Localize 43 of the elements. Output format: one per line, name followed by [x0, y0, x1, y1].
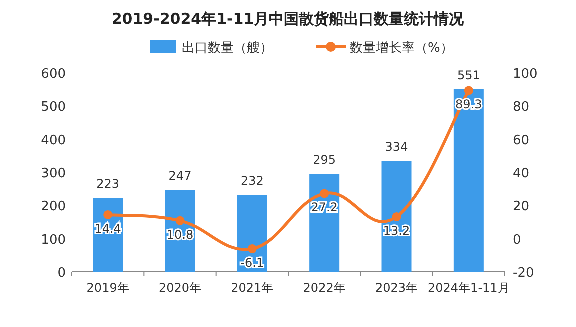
chart-title: 2019-2024年1-11月中国散货船出口数量统计情况: [112, 10, 466, 28]
point: [248, 244, 257, 254]
bar: [310, 174, 340, 272]
x-tick-label: 2019年: [86, 281, 130, 295]
data-label: 232: [240, 174, 264, 188]
y-tick-label: 300: [41, 166, 66, 182]
x-tick-label: 2020年: [158, 281, 202, 295]
y2-tick-label: 100: [513, 67, 538, 82]
point: [104, 210, 113, 220]
point: [176, 216, 185, 226]
y-tick-label: 500: [41, 100, 66, 116]
x-tick-label: 2024年1-11月: [428, 281, 510, 295]
data-label: 334: [385, 140, 408, 154]
data-label: 223: [96, 177, 120, 192]
data-label: 10.8: [166, 228, 194, 242]
y-tick-label: 400: [41, 133, 66, 148]
y2-tick-label: 60: [513, 133, 530, 148]
point: [464, 86, 474, 96]
legend-label: 数量增长率（%）: [350, 40, 454, 56]
data-label: 13.2: [383, 224, 410, 238]
x-tick-label: 2021年: [231, 281, 274, 295]
y-tick-label: 600: [41, 67, 66, 82]
y2-tick-label: 40: [513, 166, 530, 182]
data-label: 14.4: [94, 222, 122, 236]
y-tick-label: 0: [58, 266, 66, 281]
x-tick-label: 2023年: [375, 281, 418, 295]
bar: [454, 89, 484, 272]
data-label: -6.1: [240, 256, 264, 270]
y2-tick-label: -20: [513, 266, 534, 281]
y-tick-label: 100: [41, 232, 66, 248]
x-tick-label: 2022年: [303, 281, 346, 295]
data-label: 27.2: [311, 200, 338, 215]
y-tick-label: 200: [41, 200, 66, 215]
point: [320, 189, 330, 198]
data-label: 551: [457, 68, 480, 82]
point: [392, 212, 402, 222]
y2-tick-label: 80: [513, 100, 530, 116]
legend-label: 出口数量（艘）: [182, 41, 273, 56]
bar: [382, 161, 412, 272]
data-label: 247: [168, 169, 192, 184]
y2-tick-label: 20: [513, 200, 530, 215]
y2-tick-label: 0: [513, 232, 522, 248]
data-label: 295: [313, 153, 336, 168]
